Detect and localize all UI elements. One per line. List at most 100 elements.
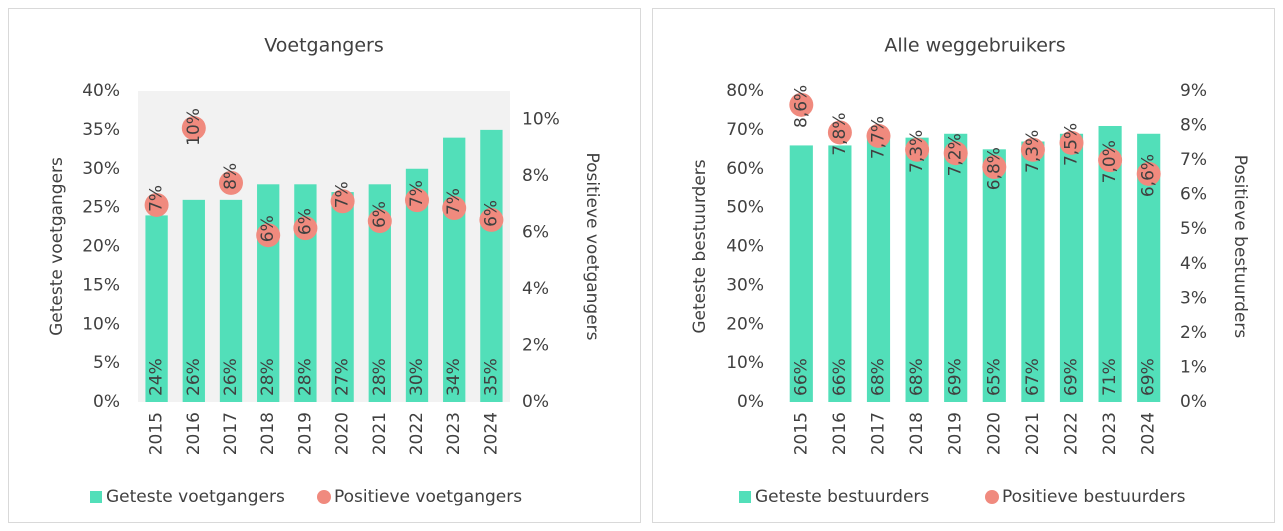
bar [182, 199, 205, 402]
dot-label: 7,8% [830, 112, 850, 155]
bar [944, 133, 968, 402]
x-tick-label: 2023 [444, 412, 464, 455]
dot-label: 8% [221, 163, 241, 190]
x-tick-label: 2016 [184, 412, 204, 455]
dot-label: 10% [184, 108, 204, 146]
dot [827, 120, 852, 145]
y-tick-label: 10% [82, 314, 120, 334]
x-tick-label: 2018 [258, 412, 278, 455]
bar [866, 137, 891, 402]
y-tick-label: 50% [726, 198, 764, 218]
x-tick-label: 2020 [984, 412, 1004, 455]
bar [789, 145, 813, 403]
y-tick-label: 70% [726, 120, 764, 140]
y-tick-label: 25% [82, 198, 120, 218]
y-tick-label: 30% [726, 275, 764, 295]
bar [982, 149, 1006, 402]
y-tick-label: 0% [93, 392, 120, 412]
y-tick-label: 35% [82, 120, 120, 140]
x-tick-label: 2020 [333, 412, 353, 455]
dot-label: 7% [333, 181, 353, 208]
y2-tick-label: 4% [522, 279, 549, 299]
y-tick-label: 10% [726, 353, 764, 373]
x-tick-label: 2016 [830, 412, 850, 455]
x-tick-label: 2017 [221, 412, 241, 455]
dot [1059, 130, 1084, 155]
dot-label: 6% [481, 200, 501, 227]
dot-label: 7% [407, 180, 427, 207]
x-tick-label: 2021 [1023, 412, 1043, 455]
dot-label: 6% [258, 215, 278, 242]
y2-tick-label: 6% [1180, 185, 1207, 205]
x-tick-label: 2019 [295, 412, 315, 455]
dot-label: 7% [444, 188, 464, 215]
bar [405, 168, 429, 402]
x-tick-label: 2022 [1062, 412, 1082, 455]
y2-tick-label: 10% [522, 109, 560, 129]
dot [789, 92, 814, 117]
y-tick-label: 5% [93, 353, 120, 373]
bar [905, 137, 929, 402]
bar-label: 66% [791, 358, 811, 396]
y2-tick-label: 2% [1180, 323, 1207, 343]
bar-label: 69% [1139, 358, 1159, 396]
x-tick-label: 2024 [481, 412, 501, 455]
bar [368, 184, 391, 402]
legend-swatch [739, 491, 751, 503]
dot [405, 188, 429, 213]
bar-label: 66% [830, 358, 850, 396]
dot-label: 6% [295, 208, 315, 235]
dot-label: 7,3% [1023, 130, 1043, 173]
x-tick-label: 2019 [946, 412, 966, 455]
bar-label: 28% [370, 358, 390, 396]
bar [1021, 141, 1045, 402]
y-tick-label: 60% [726, 159, 764, 179]
dot [330, 189, 355, 214]
bar-label: 28% [258, 358, 278, 396]
dot [1136, 161, 1161, 186]
dot-label: 6% [370, 201, 390, 228]
legend-swatch [317, 490, 331, 504]
legend-swatch [985, 490, 999, 504]
bar-label: 65% [984, 358, 1004, 396]
bar-label: 71% [1100, 358, 1120, 396]
y2-tick-label: 0% [522, 392, 549, 412]
legend-label: Geteste bestuurders [755, 487, 929, 507]
dot [293, 216, 318, 241]
chart-title: Alle weggebruikers [884, 35, 1065, 57]
bar [1059, 133, 1084, 402]
bar [145, 215, 168, 402]
dot [367, 209, 392, 234]
x-tick-label: 2024 [1139, 412, 1159, 455]
x-tick-label: 2018 [907, 412, 927, 455]
y-tick-label: 20% [82, 237, 120, 257]
y2-tick-label: 9% [1180, 81, 1207, 101]
bar [1137, 133, 1161, 402]
legend-label: Positieve bestuurders [1002, 487, 1186, 507]
dot-label: 7,3% [907, 130, 927, 173]
bar-label: 68% [869, 358, 889, 396]
dot-label: 7% [147, 185, 167, 212]
y-axis-title: Geteste voetgangers [47, 157, 67, 336]
dot-label: 6,6% [1139, 154, 1159, 197]
y2-tick-label: 3% [1180, 288, 1207, 308]
bar-label: 68% [907, 358, 927, 396]
bar [1098, 125, 1122, 403]
y-tick-label: 30% [82, 159, 120, 179]
dot [905, 137, 930, 162]
dot [144, 192, 169, 217]
legend-swatch [90, 491, 102, 503]
dot [442, 196, 467, 221]
legend-label: Positieve voetgangers [334, 487, 522, 507]
y2-tick-label: 0% [1180, 392, 1207, 412]
bar [480, 129, 503, 402]
dot-label: 7,7% [869, 116, 889, 159]
chart-title: Voetgangers [264, 35, 384, 57]
bar-label: 28% [295, 358, 315, 396]
y-axis-title: Geteste bestuurders [690, 159, 710, 333]
bar-label: 69% [1062, 358, 1082, 396]
y-tick-label: 20% [726, 314, 764, 334]
y2-tick-label: 4% [1180, 254, 1207, 274]
dot [479, 207, 504, 232]
